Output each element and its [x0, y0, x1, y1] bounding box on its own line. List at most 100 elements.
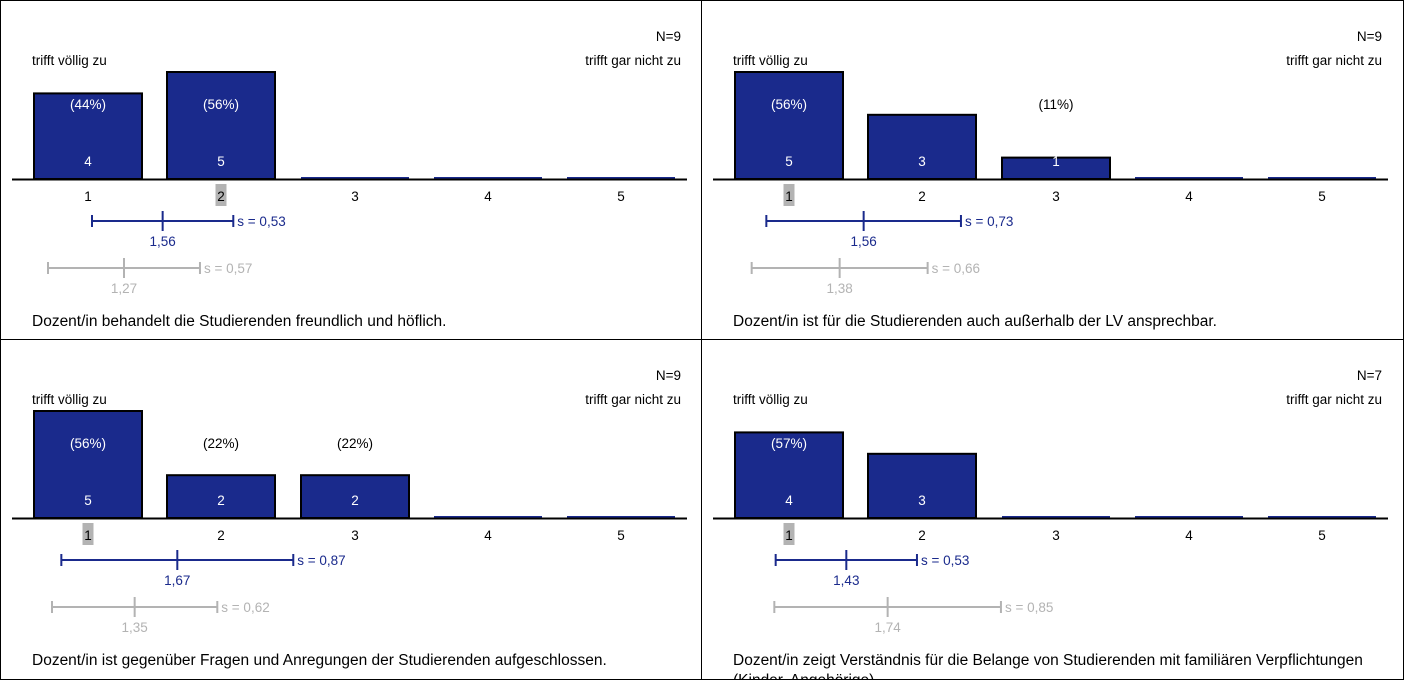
bar-percent-label: (22%) [203, 436, 239, 451]
bar-percent-label: (22%) [337, 436, 373, 451]
scale-right-label: trifft gar nicht zu [585, 53, 681, 68]
bar-percent-label: (11%) [1038, 97, 1073, 112]
bar-count-label: 4 [785, 493, 793, 508]
x-tick-label: 1 [84, 189, 92, 204]
bar [867, 452, 977, 519]
median-marker [783, 523, 795, 545]
x-tick-label: 2 [918, 189, 926, 204]
x-tick-label: 3 [1052, 528, 1060, 543]
mean-whisker [774, 550, 918, 570]
scale-left-label: trifft völlig zu [32, 392, 107, 407]
scale-left-label: trifft völlig zu [733, 392, 808, 407]
scale-right-label: trifft gar nicht zu [1286, 392, 1382, 407]
n-label: N=9 [656, 368, 681, 383]
mean-label: 1,27 [111, 281, 137, 296]
question-text: Dozent/in ist für die Studierenden auch … [733, 313, 1217, 330]
mean-label: 1,74 [875, 620, 902, 635]
n-label: N=9 [1357, 29, 1382, 44]
x-tick-label: 4 [1185, 528, 1193, 543]
question-text: Dozent/in ist gegenüber Fragen und Anreg… [32, 652, 607, 669]
n-label: N=9 [656, 29, 681, 44]
mean-whisker [60, 550, 295, 570]
x-tick-label: 2 [217, 189, 225, 204]
question-text: Dozent/in behandelt die Studierenden fre… [32, 313, 447, 330]
bar-count-label: 5 [217, 154, 225, 169]
bar-count-label: 4 [84, 154, 92, 169]
x-tick-label: 2 [217, 528, 225, 543]
scale-right-label: trifft gar nicht zu [585, 392, 681, 407]
mean-label: 1,43 [833, 573, 859, 588]
bar-count-label: 1 [1052, 154, 1060, 169]
x-tick-label: 1 [785, 189, 793, 204]
bar-count-label: 2 [351, 493, 359, 508]
bar [734, 431, 844, 519]
sd-label: s = 0,53 [921, 553, 969, 568]
x-tick-label: 5 [617, 189, 625, 204]
bar-count-label: 2 [217, 493, 225, 508]
x-tick-label: 1 [84, 528, 92, 543]
x-tick-label: 2 [918, 528, 926, 543]
mean-label: 1,67 [164, 573, 190, 588]
bar [33, 92, 143, 180]
bar-count-label: 3 [918, 154, 926, 169]
bar-chart: N=9 trifft völlig zu trifft gar nicht zu 5 (… [12, 368, 687, 635]
sd-label: s = 0,73 [965, 214, 1013, 229]
x-tick-label: 5 [1318, 528, 1326, 543]
median-marker [783, 184, 795, 206]
x-tick-label: 5 [617, 528, 625, 543]
bar-count-label: 5 [785, 154, 793, 169]
sd-label: s = 0,53 [237, 214, 285, 229]
sd-label: s = 0,85 [1005, 600, 1053, 615]
bar-percent-label: (33%) [904, 97, 940, 112]
chart-panel: N=9 trifft völlig zu trifft gar nicht zu 5 (… [0, 340, 702, 680]
bar-percent-label: (56%) [203, 97, 239, 112]
bar [33, 410, 143, 519]
scale-left-label: trifft völlig zu [733, 53, 808, 68]
bar [300, 474, 410, 519]
bar-count-label: 5 [84, 493, 92, 508]
mean-label: 1,38 [827, 281, 853, 296]
median-marker [82, 523, 94, 545]
bar [734, 71, 844, 180]
bar [867, 113, 977, 180]
x-tick-label: 5 [1318, 189, 1326, 204]
bar-percent-label: (56%) [70, 436, 106, 451]
chart-panel: N=9 trifft völlig zu trifft gar nicht zu 4 (… [0, 0, 702, 340]
x-tick-label: 1 [785, 528, 793, 543]
sd-label: s = 0,66 [932, 261, 980, 276]
comparison-whisker [750, 258, 929, 278]
median-marker [215, 184, 227, 206]
n-label: N=7 [1357, 368, 1382, 383]
comparison-whisker [773, 597, 1002, 617]
comparison-whisker [51, 597, 219, 617]
bar-percent-label: (56%) [771, 97, 807, 112]
chart-panel: N=9 trifft völlig zu trifft gar nicht zu 5 (… [702, 0, 1404, 340]
bar-chart: N=9 trifft völlig zu trifft gar nicht zu 4 (… [12, 29, 687, 296]
x-tick-label: 4 [484, 528, 492, 543]
mean-label: 1,56 [851, 234, 877, 249]
bar-chart: N=7 trifft völlig zu trifft gar nicht zu 4 (… [713, 368, 1388, 635]
sd-label: s = 0,87 [297, 553, 345, 568]
x-tick-label: 4 [484, 189, 492, 204]
sd-label: s = 0,62 [221, 600, 269, 615]
x-tick-label: 4 [1185, 189, 1193, 204]
x-tick-label: 3 [351, 528, 359, 543]
question-text: Dozent/in zeigt Verständnis für die Bela… [733, 652, 1363, 679]
comparison-whisker [47, 258, 201, 278]
bar-percent-label: (43%) [904, 436, 940, 451]
bar-chart: N=9 trifft völlig zu trifft gar nicht zu 5 (… [713, 29, 1388, 296]
scale-left-label: trifft völlig zu [32, 53, 107, 68]
mean-whisker [765, 211, 962, 231]
mean-label: 1,56 [150, 234, 176, 249]
sd-label: s = 0,57 [204, 261, 252, 276]
chart-panel: N=7 trifft völlig zu trifft gar nicht zu 4 (… [702, 340, 1404, 680]
bar-count-label: 3 [918, 493, 926, 508]
scale-right-label: trifft gar nicht zu [1286, 53, 1382, 68]
bar [166, 71, 276, 180]
bar-percent-label: (44%) [70, 97, 106, 112]
x-tick-label: 3 [1052, 189, 1060, 204]
mean-label: 1,35 [122, 620, 148, 635]
bar-percent-label: (57%) [771, 436, 807, 451]
mean-whisker [90, 211, 235, 231]
